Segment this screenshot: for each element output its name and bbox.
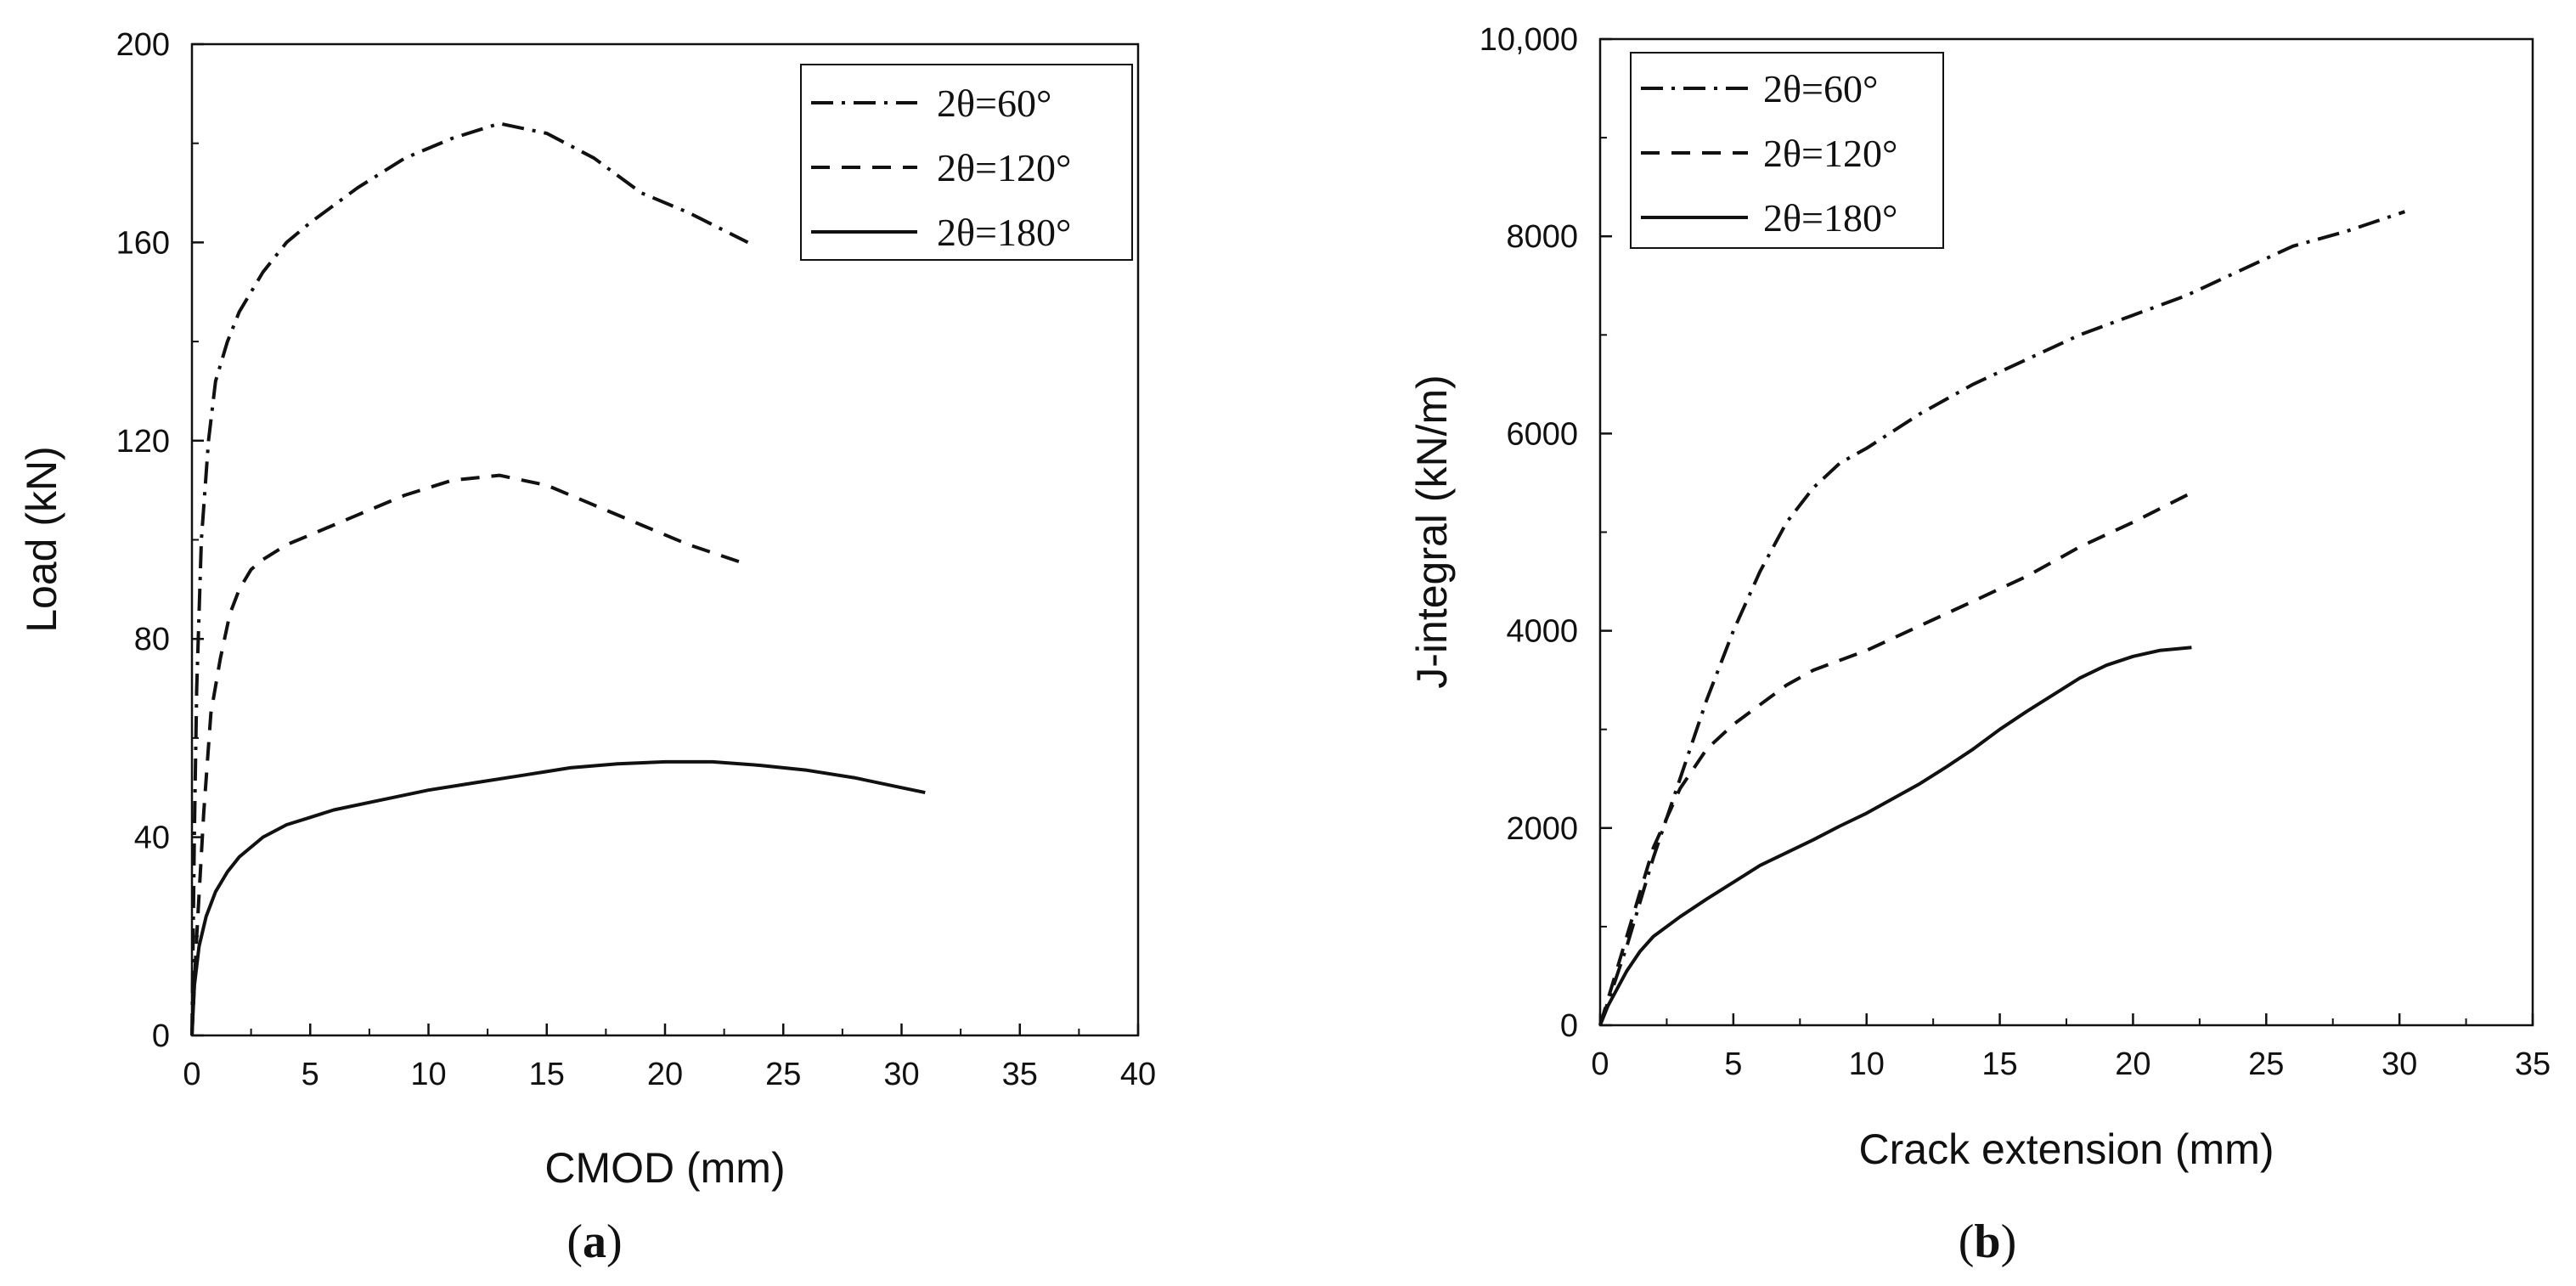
legend-label-180-a: 2θ=180° <box>937 211 1071 254</box>
y-tick-label-a: 0 <box>152 1018 170 1054</box>
x-tick-label-a: 10 <box>410 1057 446 1092</box>
ticks-b: 0 5 10 15 20 25 30 35 0 2000 4000 6000 8000 10,000 <box>1480 22 2551 1082</box>
x-tick-label-a: 40 <box>1120 1057 1156 1092</box>
legend-label-120-b: 2θ=120° <box>1763 132 1897 175</box>
x-axis-label-b: Crack extension (mm) <box>1859 1125 2274 1173</box>
x-tick-label-b: 10 <box>1849 1046 1885 1082</box>
series-line-a-0 <box>190 121 749 1036</box>
x-tick-label-a: 5 <box>302 1057 319 1092</box>
x-tick-label-a: 35 <box>1002 1057 1038 1092</box>
chart-panel-a: 0 5 10 15 20 25 30 35 40 0 40 80 120 160 200 CMOD (mm)… <box>18 27 1156 1268</box>
legend-label-120-a: 2θ=120° <box>937 146 1071 189</box>
legend-label-180-b: 2θ=180° <box>1763 196 1897 240</box>
legend-label-60-b: 2θ=60° <box>1763 67 1878 110</box>
y-tick-label-b: 10,000 <box>1480 22 1578 58</box>
x-tick-label-b: 25 <box>2248 1046 2284 1082</box>
x-tick-label-a: 15 <box>529 1057 565 1092</box>
series-line-b-2 <box>1598 646 2192 1026</box>
series-line-a-2 <box>190 759 926 1036</box>
y-tick-label-a: 160 <box>116 225 170 261</box>
y-axis-label-a: Load (kN) <box>18 446 65 633</box>
y-axis-label-b: J-integral (kN/m) <box>1408 375 1456 688</box>
y-tick-label-a: 200 <box>116 27 170 63</box>
x-tick-label-a: 25 <box>765 1057 801 1092</box>
y-tick-label-b: 4000 <box>1506 614 1578 650</box>
x-tick-label-b: 15 <box>1981 1046 2017 1082</box>
x-tick-label-a: 0 <box>183 1057 200 1092</box>
series-line-b-0 <box>1598 210 2406 1026</box>
chart-panel-b: 0 5 10 15 20 25 30 35 0 2000 4000 6000 8000 10,000 Cr… <box>1408 22 2551 1268</box>
legend-b: 2θ=60° 2θ=120° 2θ=180° <box>1630 52 1944 249</box>
x-tick-label-b: 0 <box>1591 1046 1609 1082</box>
series-layer-b <box>1598 210 2406 1026</box>
legend-a: 2θ=60° 2θ=120° 2θ=180° <box>800 64 1133 261</box>
legend-label-60-a: 2θ=60° <box>937 82 1051 125</box>
panel-label-b: (b) <box>1959 1215 2016 1268</box>
y-tick-label-a: 40 <box>134 821 170 856</box>
panel-label-a: (a) <box>566 1215 622 1268</box>
y-tick-label-b: 6000 <box>1506 416 1578 452</box>
legend-box-b <box>1630 52 1944 249</box>
x-tick-label-b: 5 <box>1724 1046 1742 1082</box>
y-tick-label-a: 120 <box>116 424 170 460</box>
x-tick-label-a: 30 <box>883 1057 919 1092</box>
x-tick-label-b: 20 <box>2115 1046 2150 1082</box>
series-line-b-1 <box>1598 491 2193 1026</box>
y-tick-label-b: 8000 <box>1506 219 1578 255</box>
series-line-a-1 <box>190 473 749 1036</box>
legend-box-a <box>800 64 1133 261</box>
ticks-a: 0 5 10 15 20 25 30 35 40 0 40 80 120 160 200 <box>116 27 1157 1092</box>
y-tick-label-a: 80 <box>134 622 170 657</box>
x-tick-label-b: 30 <box>2382 1046 2417 1082</box>
series-layer-a <box>190 121 926 1036</box>
x-tick-label-b: 35 <box>2515 1046 2551 1082</box>
x-axis-label-a: CMOD (mm) <box>544 1144 785 1192</box>
y-tick-label-b: 2000 <box>1506 811 1578 847</box>
y-tick-label-b: 0 <box>1560 1008 1578 1044</box>
x-tick-label-a: 20 <box>647 1057 683 1092</box>
